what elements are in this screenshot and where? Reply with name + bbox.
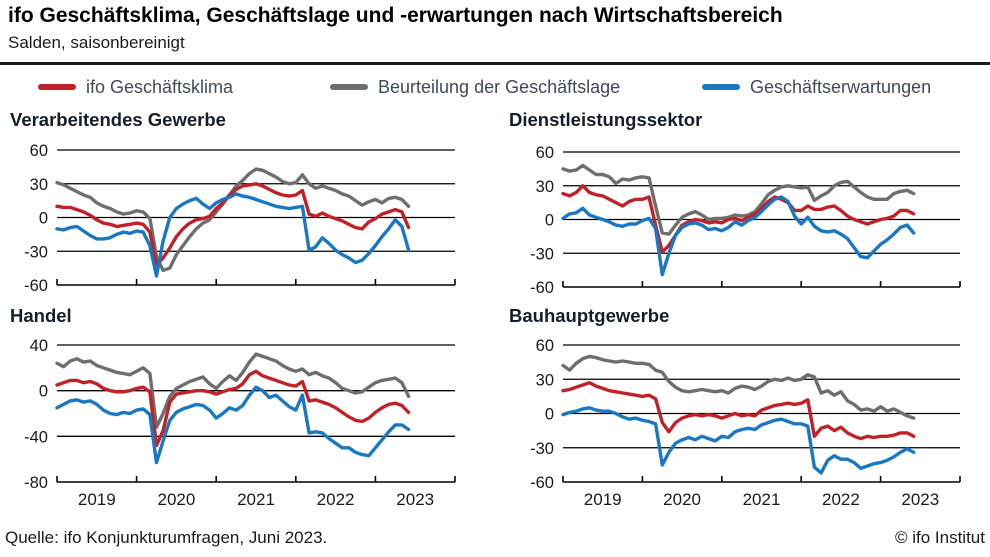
- y-tick-label: 0: [39, 383, 48, 401]
- legend-label-lage: Beurteilung der Geschäftslage: [378, 76, 621, 97]
- chart-dienstleistungssektor: 60 30 0 -30 -60: [530, 144, 961, 297]
- y-tick-label: 0: [545, 212, 554, 230]
- series-line-klima: [55, 182, 411, 267]
- y-tick-label: 30: [536, 178, 554, 196]
- series-line-klima: [561, 184, 916, 254]
- x-tick-label: 2023: [901, 490, 939, 509]
- y-tick-label: 60: [30, 142, 48, 160]
- legend-label-klima: ifo Geschäftsklima: [86, 76, 234, 97]
- chart-bauhauptgewerbe: 60 30 0 -30 -60 2019 2020 2021 2022 2023: [530, 337, 961, 509]
- panel-title-handel: Handel: [10, 305, 72, 326]
- x-tick-label: 2020: [157, 490, 195, 509]
- x-tick-label: 2022: [317, 490, 355, 509]
- x-tick-label: 2021: [743, 490, 781, 509]
- series-line-erwartungen: [561, 406, 916, 475]
- legend: ifo Geschäftsklima Beurteilung der Gesch…: [0, 74, 990, 100]
- x-tick-label: 2019: [78, 490, 116, 509]
- y-tick-label: -80: [24, 474, 48, 492]
- source-note: Quelle: ifo Konjunkturumfragen, Juni 202…: [5, 528, 328, 547]
- y-tick-label: 0: [39, 210, 48, 228]
- chart-verarbeitendes-gewerbe: 60 30 0 -30 -60: [24, 142, 456, 295]
- series-line-erwartungen: [55, 192, 411, 278]
- legend-label-erwartungen: Geschäftserwartungen: [750, 76, 932, 97]
- page-subtitle: Salden, saisonbereinigt: [8, 33, 185, 52]
- series-line-lage: [55, 352, 411, 429]
- y-tick-label: 0: [545, 406, 554, 424]
- legend-swatch-erwartungen: [702, 84, 740, 90]
- panel-title-dienstleistungssektor: Dienstleistungssektor: [509, 109, 703, 130]
- series-line-lage: [561, 354, 916, 420]
- legend-item-klima: ifo Geschäftsklima: [38, 74, 233, 100]
- y-tick-label: -30: [24, 243, 48, 261]
- copyright-note: © ifo Institut: [894, 528, 985, 547]
- panel-title-bauhauptgewerbe: Bauhauptgewerbe: [509, 305, 670, 326]
- page-title: ifo Geschäftsklima, Geschäftslage und -e…: [8, 4, 783, 27]
- chart-handel: 40 0 -40 -80 2019 2020 2021 2022 2023: [24, 337, 456, 509]
- y-tick-label: -60: [24, 277, 48, 295]
- y-tick-label: -40: [24, 428, 48, 446]
- legend-swatch-klima: [38, 84, 76, 90]
- series-line-klima: [55, 369, 411, 448]
- x-tick-label: 2022: [822, 490, 860, 509]
- header-divider: [0, 62, 990, 65]
- y-tick-label: 60: [536, 337, 554, 355]
- series-line-erwartungen: [55, 385, 411, 465]
- series-line-lage: [561, 163, 916, 236]
- x-tick-label: 2019: [584, 490, 622, 509]
- y-tick-label: 40: [30, 337, 48, 355]
- x-tick-label: 2020: [663, 490, 701, 509]
- y-tick-label: -30: [530, 245, 554, 263]
- legend-item-erwartungen: Geschäftserwartungen: [702, 74, 931, 100]
- legend-swatch-lage: [330, 84, 368, 90]
- y-tick-label: 30: [536, 371, 554, 389]
- y-tick-label: -60: [530, 279, 554, 297]
- x-tick-label: 2023: [396, 490, 434, 509]
- series-line-erwartungen: [561, 195, 916, 277]
- y-tick-label: -30: [530, 440, 554, 458]
- y-tick-label: -60: [530, 474, 554, 492]
- y-tick-label: 30: [30, 176, 48, 194]
- legend-item-lage: Beurteilung der Geschäftslage: [330, 74, 620, 100]
- panel-title-verarbeitendes-gewerbe: Verarbeitendes Gewerbe: [10, 109, 226, 130]
- x-tick-label: 2021: [237, 490, 275, 509]
- y-tick-label: 60: [536, 144, 554, 162]
- series-line-klima: [561, 381, 916, 441]
